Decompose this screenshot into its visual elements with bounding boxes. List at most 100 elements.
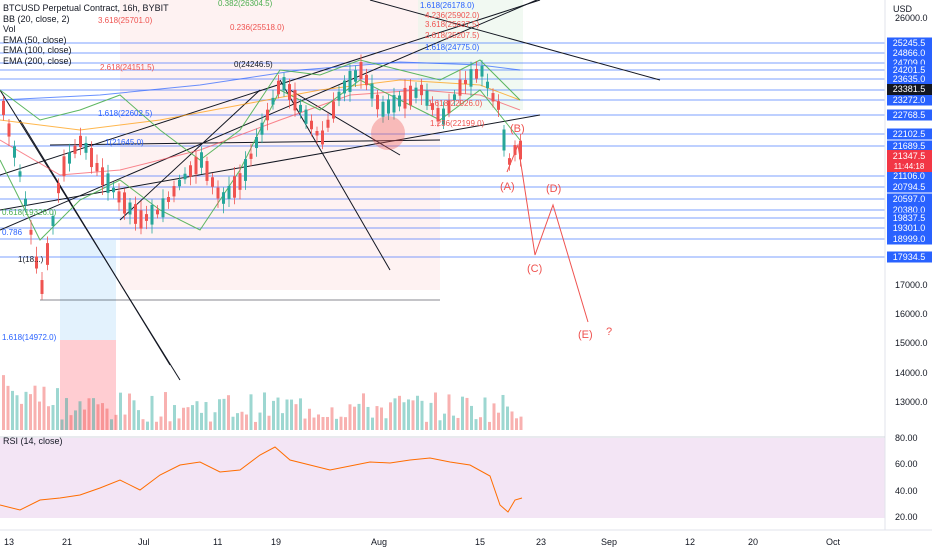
volume-bar	[389, 402, 392, 430]
volume-bar	[200, 412, 203, 430]
volume-bar	[506, 406, 509, 430]
level-label: 21106.0	[893, 171, 925, 181]
volume-bar	[384, 418, 388, 430]
currency-label: USD	[893, 4, 913, 14]
volume-bar	[434, 392, 437, 430]
level-tag	[887, 64, 932, 76]
volume-bar	[488, 421, 491, 430]
level-label: 23272.0	[893, 95, 926, 105]
candle-body	[216, 187, 220, 199]
volume-bar	[380, 407, 383, 430]
volume-bar	[330, 407, 334, 430]
level-tag	[887, 94, 932, 106]
fib-label: 0(24246.5)	[234, 60, 273, 69]
level-tag	[887, 212, 932, 224]
volume-bar	[308, 408, 311, 430]
level-label: 20597.0	[893, 194, 926, 204]
indicator-bb[interactable]: BB (20, close, 2)	[3, 13, 70, 24]
volume-bar	[326, 416, 329, 430]
volume-bar	[29, 394, 32, 430]
candle-body	[150, 204, 154, 225]
candle-body	[134, 204, 137, 224]
volume-bar	[141, 419, 145, 430]
volume-bar	[335, 418, 338, 430]
volume-bar	[20, 403, 23, 430]
current-price-label: 21347.5	[893, 151, 926, 161]
candle-body	[436, 108, 440, 122]
candle-body	[387, 99, 390, 114]
candle-body	[18, 171, 22, 177]
candle-body	[321, 130, 324, 145]
candle-body	[420, 84, 423, 96]
rsi-tick: 40.00	[895, 486, 918, 496]
candle-body	[458, 79, 462, 96]
volume-bar	[227, 395, 230, 430]
volume-bar	[164, 392, 167, 430]
symbol-title[interactable]: BTCUSD Perpetual Contract, 16h, BYBIT	[3, 3, 169, 13]
candle-body	[403, 87, 407, 109]
candle-body	[227, 186, 231, 199]
candle-body	[343, 80, 346, 94]
indicator-ema100[interactable]: EMA (100, close)	[3, 45, 72, 55]
fib-label: 0.786	[2, 228, 23, 237]
volume-bar	[218, 399, 221, 430]
volume-bar	[6, 385, 10, 430]
volume-bar	[276, 397, 280, 430]
indicator-ema200[interactable]: EMA (200, close)	[3, 55, 72, 66]
candle-body	[101, 167, 104, 186]
highlight-circle	[371, 116, 405, 150]
candle-body	[40, 280, 44, 294]
time-tick: Oct	[826, 537, 841, 547]
volume-bar	[285, 399, 289, 430]
indicator-vol[interactable]: Vol	[3, 24, 16, 34]
candle-body	[431, 103, 434, 110]
rsi-line	[0, 446, 523, 513]
volume-bar	[204, 402, 208, 430]
chart-legend: BTCUSD Perpetual Contract, 16h, BYBIT BB…	[3, 3, 169, 66]
price-tick: 26000.0	[895, 13, 928, 23]
candle-body	[29, 229, 33, 235]
level-label: 19301.0	[893, 223, 926, 233]
level-label: 22768.5	[893, 110, 926, 120]
volume-bar	[42, 386, 46, 430]
fib-label: 1.618(26178.0)	[420, 1, 475, 10]
candle-body	[249, 153, 253, 159]
level-tag	[887, 47, 932, 59]
volume-bar	[312, 417, 316, 430]
volume-bar	[101, 403, 104, 430]
level-label: 17934.5	[893, 252, 926, 262]
indicator-ema50[interactable]: EMA (50, close)	[3, 34, 67, 45]
volume-bar	[303, 418, 307, 430]
fib-label: 1.618(22602.5)	[98, 109, 153, 118]
highlight-price-tag	[887, 84, 932, 95]
volume-bar	[254, 421, 257, 430]
volume-bar	[447, 394, 451, 430]
volume-bar	[515, 418, 518, 430]
volume-bar	[375, 406, 379, 430]
candle-body	[310, 120, 313, 130]
candle-body	[205, 161, 209, 181]
volume-bar	[294, 404, 298, 430]
volume-bar	[83, 409, 86, 430]
volume-bar	[362, 393, 365, 430]
fib-label: 2.618(25207.5)	[425, 31, 480, 40]
volume-bar	[92, 398, 95, 430]
candle-body	[35, 256, 38, 269]
volume-bar	[299, 398, 302, 430]
rsi-label[interactable]: RSI (14, close)	[3, 436, 63, 446]
candle-body	[84, 142, 88, 153]
level-tag	[887, 57, 932, 69]
volume-bar	[344, 417, 347, 430]
time-tick: 20	[748, 537, 758, 547]
time-tick: Aug	[371, 537, 387, 547]
volume-bar	[492, 403, 496, 430]
volume-bar	[119, 392, 122, 430]
volume-bar	[38, 401, 41, 430]
level-tag	[887, 128, 932, 140]
volume-bar	[443, 413, 446, 430]
level-tag	[887, 140, 932, 152]
candle-body	[211, 177, 214, 187]
volume-bar	[398, 395, 401, 430]
volume-bar	[425, 421, 428, 430]
